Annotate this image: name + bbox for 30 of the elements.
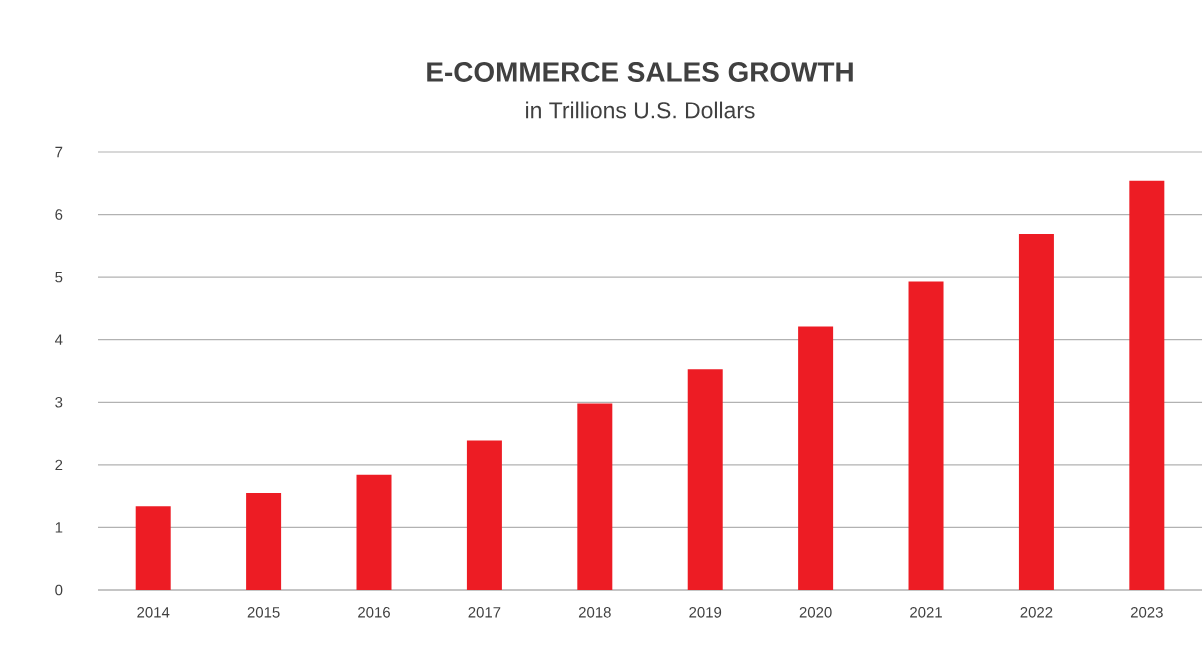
bar [1018,233,1054,590]
bar [246,493,282,590]
x-tick-label: 2019 [689,607,722,618]
x-tick-label: 2021 [910,607,942,618]
x-tick-label: 2023 [1130,607,1163,618]
x-tick-label: 2017 [468,607,501,618]
chart-subtitle: in Trillions U.S. Dollars [526,101,755,119]
y-tick-label: 7 [55,146,63,158]
bar [1129,180,1165,590]
bar [356,474,392,590]
y-tick-label: 5 [55,271,63,283]
bar [135,506,171,590]
y-tick-label: 3 [55,396,63,408]
y-tick-label: 6 [55,209,63,220]
bar [466,440,502,590]
x-tick-label: 2014 [137,607,170,618]
x-tick-label: 2020 [799,607,832,618]
y-tick-label: 4 [54,334,63,345]
x-tick-label: 2018 [578,607,611,618]
bar [687,369,723,590]
x-tick-label: 2022 [1020,607,1053,618]
x-tick-label: 2015 [247,607,280,618]
x-tick-label: 2016 [358,607,390,618]
y-tick-label: 0 [55,584,63,596]
bar [577,403,613,590]
bar [908,281,944,590]
y-tick-label: 1 [55,522,63,533]
y-tick-label: 2 [55,459,63,471]
chart-title: E-COMMERCE SALES GROWTH [427,62,853,82]
bar [798,326,834,590]
